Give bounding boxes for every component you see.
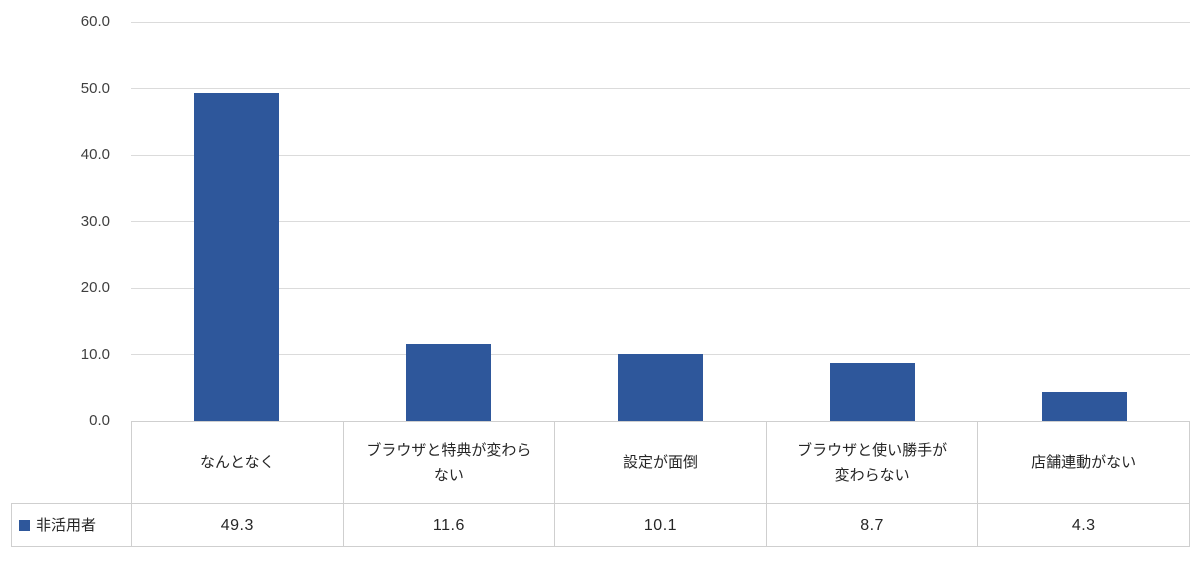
bar: [618, 353, 703, 421]
value-cell: 10.1: [554, 503, 767, 547]
gridline: [131, 287, 1190, 289]
value-cell: 4.3: [977, 503, 1190, 547]
value-cell: 11.6: [342, 503, 556, 547]
category-cell: ブラウザと特典が変わら ない: [342, 421, 556, 504]
legend-cell: 非活用者: [11, 503, 132, 547]
value-cell: 49.3: [131, 503, 344, 547]
y-axis-tick-label: 30.0: [80, 212, 110, 230]
category-cell: ブラウザと使い勝手が 変わらない: [765, 421, 979, 504]
bar: [194, 93, 280, 421]
y-axis-tick-label: 60.0: [80, 13, 110, 30]
y-axis-tick-label: 50.0: [80, 79, 110, 97]
table-spacer-cell: [12, 422, 132, 504]
gridline: [131, 88, 1190, 89]
category-cell: 店舗連動がない: [977, 421, 1190, 504]
bar: [829, 363, 915, 421]
y-axis-tick-label: 20.0: [80, 279, 110, 296]
gridline: [131, 21, 1190, 23]
data-table: なんとなく ブラウザと特典が変わら ない 設定が面倒 ブラウザと使い勝手が 変わらない…: [11, 421, 1190, 547]
value-cell: 8.7: [765, 503, 979, 547]
category-cell: 設定が面倒: [554, 421, 767, 504]
bar: [406, 343, 492, 421]
y-axis-tick-label: 10.0: [80, 345, 110, 363]
y-axis-tick-label: 40.0: [80, 146, 110, 163]
gridline: [131, 221, 1190, 222]
category-cell: なんとなく: [131, 421, 344, 504]
legend-entry: 非活用者: [12, 513, 131, 538]
bar: [1041, 392, 1127, 421]
legend-color-swatch-icon: [19, 520, 30, 531]
legend-series-label: 非活用者: [36, 516, 97, 534]
y-axis-tick-label: 0.0: [89, 412, 110, 429]
gridline: [131, 154, 1190, 156]
